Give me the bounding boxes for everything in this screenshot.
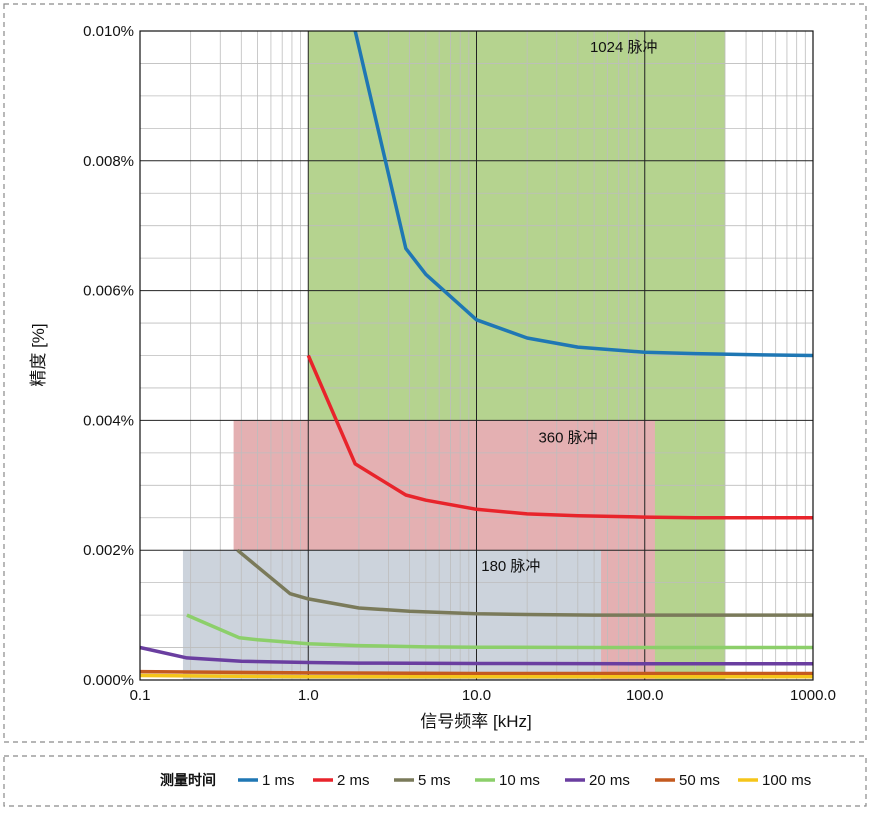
series-line-5-ms [236,548,813,617]
series-line-2-ms [306,354,813,520]
x-tick-label: 100.0 [626,687,664,704]
x-axis-title: 信号频率 [kHz] [420,712,531,731]
series-line-50-ms [139,669,813,676]
legend-label: 2 ms [337,772,370,789]
legend-label: 50 ms [679,772,720,789]
legend-label: 1 ms [262,772,295,789]
series-line-1-ms [353,30,814,358]
region-label: 360 脉冲 [538,429,597,446]
plot-frame [139,30,814,681]
x-tick-label: 10.0 [462,687,491,704]
series-line-10-ms [186,613,813,650]
y-tick-label: 0.004% [83,412,134,429]
region-labels: 1024 脉冲 360 脉冲 180 脉冲 [481,39,657,575]
y-tick-label: 0.006% [83,283,134,300]
region-label: 180 脉冲 [481,558,540,575]
x-tick-label: 0.1 [130,687,151,704]
legend-label: 5 ms [418,772,451,789]
legend-title: 测量时间 [160,772,216,788]
y-tick-label: 0.000% [83,672,134,689]
series-line-100-ms [139,673,813,679]
legend-label: 20 ms [589,772,630,789]
y-axis-ticks: 0.000% 0.002% 0.004% 0.006% 0.008% 0.010% [83,23,134,689]
x-axis-ticks: 0.1 1.0 10.0 100.0 1000.0 [130,687,836,704]
series-lines [139,30,814,679]
x-tick-label: 1000.0 [790,687,836,704]
legend-label: 100 ms [762,772,811,789]
legend: 测量时间 1 ms 2 ms 5 ms 10 ms 20 ms 50 ms 100 ms [160,772,811,789]
plot-panel-border [3,3,867,743]
y-tick-label: 0.010% [83,23,134,40]
series-line-20-ms [139,645,813,666]
region-label: 1024 脉冲 [590,39,658,56]
y-tick-label: 0.002% [83,542,134,559]
y-axis-title: 精度 [%] [29,323,48,386]
legend-label: 10 ms [499,772,540,789]
x-tick-label: 1.0 [298,687,319,704]
y-tick-label: 0.008% [83,153,134,170]
legend-panel-border [3,755,867,807]
